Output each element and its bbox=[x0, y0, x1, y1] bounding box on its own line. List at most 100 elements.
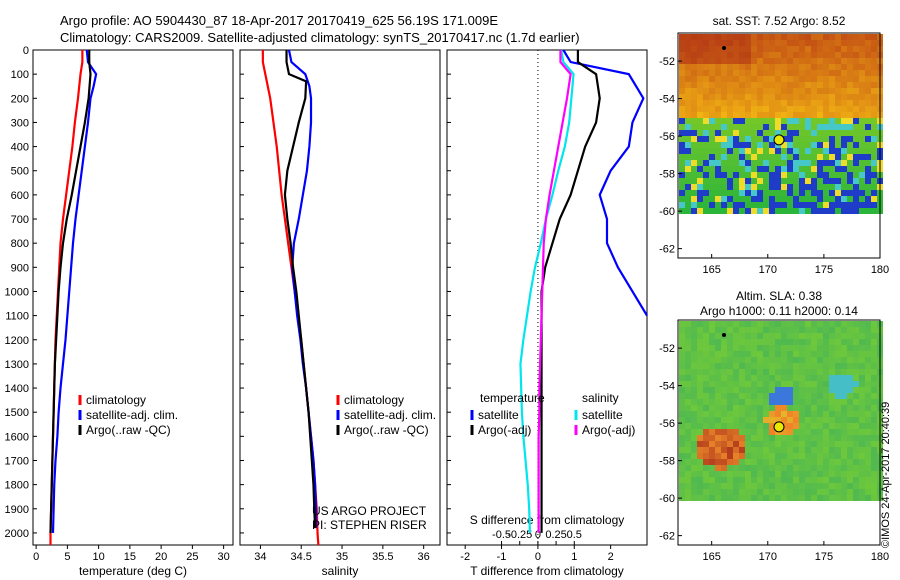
map-cell bbox=[865, 405, 871, 411]
map-cell bbox=[679, 477, 685, 483]
map-cell bbox=[697, 465, 703, 471]
map-cell bbox=[787, 477, 793, 483]
map-cell bbox=[709, 477, 715, 483]
map-cell bbox=[799, 166, 805, 172]
map-cell bbox=[775, 411, 781, 417]
map-cell bbox=[709, 76, 715, 82]
map-cell bbox=[847, 46, 853, 52]
map-cell bbox=[793, 471, 799, 477]
map-cell bbox=[859, 178, 865, 184]
map-cell bbox=[769, 369, 775, 375]
map-cell bbox=[727, 64, 733, 70]
map-cell bbox=[745, 208, 751, 214]
map-cell bbox=[727, 483, 733, 489]
map-cell bbox=[787, 196, 793, 202]
map-cell bbox=[763, 363, 769, 369]
map-cell bbox=[865, 393, 871, 399]
map-cell bbox=[853, 411, 859, 417]
map-cell bbox=[703, 208, 709, 214]
map-cell bbox=[823, 429, 829, 435]
map-cell bbox=[853, 405, 859, 411]
map-cell bbox=[841, 202, 847, 208]
map-cell bbox=[787, 184, 793, 190]
map-cell bbox=[799, 375, 805, 381]
map-cell bbox=[727, 136, 733, 142]
map-cell bbox=[709, 124, 715, 130]
map-cell bbox=[799, 46, 805, 52]
map-cell bbox=[775, 483, 781, 489]
map-cell bbox=[805, 190, 811, 196]
map-cell bbox=[859, 106, 865, 112]
map-cell bbox=[841, 100, 847, 106]
map-cell bbox=[751, 46, 757, 52]
map-cell bbox=[727, 435, 733, 441]
map-cell bbox=[739, 166, 745, 172]
map-cell bbox=[829, 178, 835, 184]
map-cell bbox=[697, 34, 703, 40]
x-tick-label: 175 bbox=[815, 264, 833, 276]
map-cell bbox=[847, 459, 853, 465]
map-cell bbox=[847, 40, 853, 46]
map-cell bbox=[811, 357, 817, 363]
map-cell bbox=[703, 429, 709, 435]
map-cell bbox=[787, 88, 793, 94]
map-cell bbox=[763, 34, 769, 40]
map-cell bbox=[781, 40, 787, 46]
map-cell bbox=[775, 178, 781, 184]
map-cell bbox=[847, 106, 853, 112]
map-cell bbox=[709, 130, 715, 136]
map-cell bbox=[733, 405, 739, 411]
map-cell bbox=[805, 381, 811, 387]
map-cell bbox=[823, 142, 829, 148]
map-cell bbox=[769, 178, 775, 184]
map-cell bbox=[823, 441, 829, 447]
map-cell bbox=[829, 106, 835, 112]
map-cell bbox=[763, 142, 769, 148]
map-cell bbox=[709, 208, 715, 214]
map-cell bbox=[865, 441, 871, 447]
map-cell bbox=[793, 64, 799, 70]
map-cell bbox=[697, 46, 703, 52]
map-cell bbox=[697, 339, 703, 345]
map-cell bbox=[751, 40, 757, 46]
map-cell bbox=[829, 321, 835, 327]
map-cell bbox=[757, 471, 763, 477]
map-cell bbox=[775, 46, 781, 52]
map-cell bbox=[847, 429, 853, 435]
map-cell bbox=[805, 495, 811, 501]
map-cell bbox=[811, 64, 817, 70]
map-cell bbox=[871, 34, 877, 40]
map-cell bbox=[679, 106, 685, 112]
map-cell bbox=[721, 381, 727, 387]
map-cell bbox=[781, 429, 787, 435]
map-cell bbox=[787, 106, 793, 112]
map-cell bbox=[829, 393, 835, 399]
map-cell bbox=[769, 351, 775, 357]
map-cell bbox=[751, 405, 757, 411]
map-cell bbox=[805, 208, 811, 214]
map-cell bbox=[769, 184, 775, 190]
map-cell bbox=[697, 124, 703, 130]
map-cell bbox=[847, 202, 853, 208]
map-cell bbox=[727, 453, 733, 459]
map-cell bbox=[829, 148, 835, 154]
map-cell bbox=[859, 483, 865, 489]
map-cell bbox=[811, 339, 817, 345]
map-cell bbox=[865, 106, 871, 112]
map-cell bbox=[835, 375, 841, 381]
map-cell bbox=[751, 351, 757, 357]
map-cell bbox=[733, 148, 739, 154]
map-cell bbox=[835, 489, 841, 495]
x-tick-label: 36 bbox=[418, 551, 430, 563]
map-cell bbox=[829, 447, 835, 453]
x-tick-label: 15 bbox=[124, 551, 136, 563]
map-cell bbox=[709, 339, 715, 345]
map-cell bbox=[709, 190, 715, 196]
map-cell bbox=[769, 411, 775, 417]
map-cell bbox=[859, 453, 865, 459]
map-cell bbox=[811, 100, 817, 106]
map-cell bbox=[811, 196, 817, 202]
map-cell bbox=[823, 112, 829, 118]
map-cell bbox=[763, 459, 769, 465]
map-cell bbox=[679, 64, 685, 70]
